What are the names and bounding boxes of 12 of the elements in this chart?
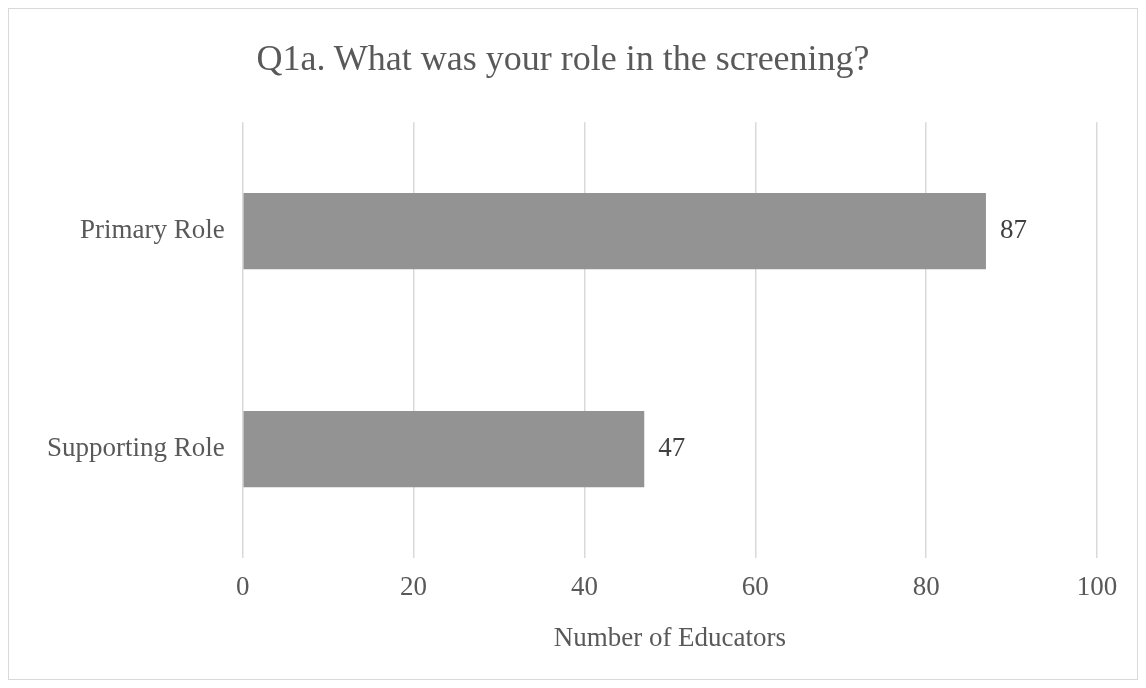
y-tick-label: Supporting Role xyxy=(46,432,225,463)
data-label: 87 xyxy=(999,214,1027,245)
x-tick-label: 40 xyxy=(570,571,598,602)
x-axis-title: Number of Educators xyxy=(553,621,787,652)
x-tick-label: 100 xyxy=(1076,571,1118,602)
x-tick-label: 0 xyxy=(236,571,250,602)
data-label: 47 xyxy=(658,432,686,463)
chart-title: Q1a. What was your role in the screening? xyxy=(256,38,870,79)
x-tick-label: 60 xyxy=(741,571,769,602)
y-tick-label: Primary Role xyxy=(80,214,225,245)
x-tick-label: 20 xyxy=(400,571,428,602)
x-tick-label: 80 xyxy=(912,571,940,602)
